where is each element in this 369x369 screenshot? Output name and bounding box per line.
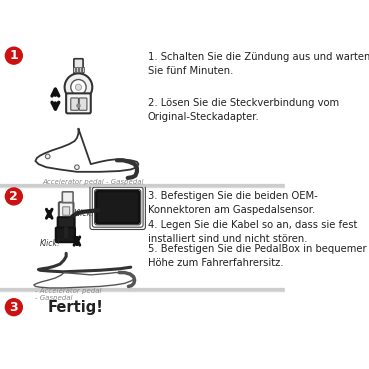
Circle shape xyxy=(6,299,22,315)
FancyBboxPatch shape xyxy=(63,207,70,215)
FancyBboxPatch shape xyxy=(73,67,75,72)
Text: Klick!: Klick! xyxy=(74,210,95,218)
Circle shape xyxy=(6,188,22,205)
FancyBboxPatch shape xyxy=(82,67,84,72)
FancyBboxPatch shape xyxy=(58,217,75,230)
Text: 3: 3 xyxy=(10,301,18,314)
Circle shape xyxy=(6,47,22,64)
FancyBboxPatch shape xyxy=(79,67,81,72)
FancyBboxPatch shape xyxy=(74,59,83,76)
Circle shape xyxy=(71,79,86,95)
Text: Fertig!: Fertig! xyxy=(48,300,104,315)
FancyBboxPatch shape xyxy=(71,98,79,110)
Text: 2: 2 xyxy=(10,190,18,203)
Text: 1: 1 xyxy=(10,49,18,62)
FancyBboxPatch shape xyxy=(96,191,139,223)
FancyBboxPatch shape xyxy=(79,98,87,110)
Text: 2. Lösen Sie die Steckverbindung vom
Original-Steckadapter.: 2. Lösen Sie die Steckverbindung vom Ori… xyxy=(148,98,339,122)
Text: - Accelerator pedal
- Gaspedal: - Accelerator pedal - Gaspedal xyxy=(35,288,102,301)
Circle shape xyxy=(45,154,50,159)
Text: Accelerator pedal - Gaspedal: Accelerator pedal - Gaspedal xyxy=(42,179,144,185)
Text: 1. Schalten Sie die Zündung aus und warten
Sie fünf Minuten.: 1. Schalten Sie die Zündung aus und wart… xyxy=(148,52,369,76)
Text: 4. Legen Sie die Kabel so an, dass sie fest
installiert sind und nicht stören.: 4. Legen Sie die Kabel so an, dass sie f… xyxy=(148,220,357,244)
Text: Klick!: Klick! xyxy=(40,239,61,248)
FancyBboxPatch shape xyxy=(59,202,73,218)
Text: 3. Befestigen Sie die beiden OEM-
Konnektoren am Gaspedalsensor.: 3. Befestigen Sie die beiden OEM- Konnek… xyxy=(148,191,317,215)
Circle shape xyxy=(75,84,82,90)
Text: 5. Befestigen Sie die PedalBox in bequemer
Höhe zum Fahrerfahrersitz.: 5. Befestigen Sie die PedalBox in bequem… xyxy=(148,244,366,268)
Circle shape xyxy=(75,165,79,169)
FancyBboxPatch shape xyxy=(66,93,91,113)
Circle shape xyxy=(77,104,80,107)
Circle shape xyxy=(65,73,92,101)
FancyBboxPatch shape xyxy=(56,228,75,242)
FancyBboxPatch shape xyxy=(76,67,78,72)
FancyBboxPatch shape xyxy=(62,192,73,203)
